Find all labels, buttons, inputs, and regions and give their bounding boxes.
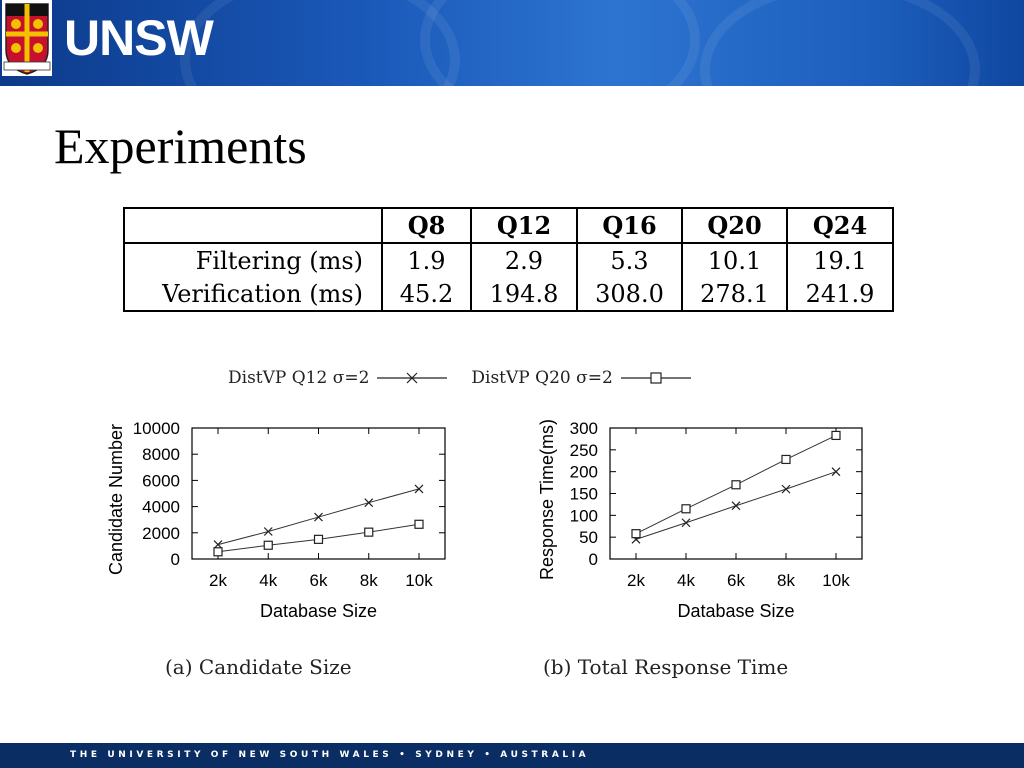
x-tick-label: 2k (209, 571, 227, 590)
header-decoration (420, 0, 700, 86)
footer-bar: THE UNIVERSITY OF NEW SOUTH WALES • SYDN… (0, 743, 1024, 768)
y-tick-label: 100 (570, 506, 598, 525)
y-tick-label: 200 (570, 463, 598, 482)
legend-cross-marker-icon (377, 372, 448, 384)
y-tick-label: 300 (570, 419, 598, 438)
x-tick-label: 8k (360, 571, 378, 590)
table-cell: 10.1 (681, 243, 788, 277)
table-header-cell: Q16 (576, 207, 683, 244)
table-header-cell: Q12 (470, 207, 578, 244)
table-cell: 194.8 (470, 277, 578, 312)
legend-label: DistVP Q12 σ=2 (228, 368, 370, 388)
data-point-cross (314, 512, 323, 522)
data-point-square (364, 527, 374, 537)
y-tick-label: 0 (589, 550, 598, 569)
data-point-square (831, 430, 841, 441)
y-axis-label: Candidate Number (106, 424, 126, 575)
y-tick-label: 50 (579, 528, 598, 547)
x-tick-label: 4k (677, 571, 695, 590)
table-header-cell: Q8 (381, 207, 472, 244)
footer-text: THE UNIVERSITY OF NEW SOUTH WALES • SYDN… (70, 750, 590, 760)
legend-square-marker-icon (620, 372, 691, 384)
chart-caption-a: (a) Candidate Size (165, 655, 352, 679)
table-header-cell: Q20 (681, 207, 788, 244)
table-header-cell: Q24 (786, 207, 894, 244)
legend-entry-q12: DistVP Q12 σ=2 (228, 368, 448, 388)
x-tick-label: 6k (310, 571, 328, 590)
x-tick-label: 6k (727, 571, 745, 590)
row-label: Verification (ms) (123, 277, 383, 312)
y-tick-label: 8000 (142, 445, 180, 464)
table-cell: 2.9 (470, 243, 578, 277)
data-point-cross (681, 518, 691, 528)
table-cell: 1.9 (381, 243, 472, 277)
results-table: Q8 Q12 Q16 Q20 Q24 Filtering (ms) 1.9 2.… (123, 207, 894, 312)
y-tick-label: 10000 (133, 419, 180, 438)
table-row: Verification (ms) 45.2 194.8 308.0 278.1… (123, 277, 894, 312)
chart-caption-b: (b) Total Response Time (543, 655, 789, 679)
header-banner: UNSW (0, 0, 1024, 86)
row-label: Filtering (ms) (123, 243, 383, 277)
table-cell: 45.2 (381, 277, 472, 312)
table-header-row: Q8 Q12 Q16 Q20 Q24 (123, 207, 894, 244)
data-point-square (631, 529, 641, 539)
x-axis-label: Database Size (260, 601, 377, 621)
x-tick-label: 8k (777, 571, 795, 590)
data-point-square (313, 534, 324, 544)
x-tick-label: 10k (822, 571, 850, 590)
x-tick-label: 4k (259, 571, 277, 590)
data-point-square (263, 540, 273, 550)
x-axis-label: Database Size (677, 601, 794, 621)
chart-legend: DistVP Q12 σ=2 DistVP Q20 σ=2 (228, 368, 715, 388)
data-point-square (414, 519, 424, 529)
data-point-cross (781, 484, 791, 494)
y-tick-label: 4000 (142, 498, 180, 517)
table-cell: 19.1 (786, 243, 894, 277)
y-tick-label: 250 (570, 441, 598, 460)
y-axis-label: Response Time(ms) (537, 419, 557, 580)
data-point-cross (731, 501, 741, 511)
data-point-cross (414, 484, 424, 494)
data-point-square (681, 504, 691, 514)
data-point-cross (831, 467, 841, 477)
unsw-wordmark: UNSW (64, 10, 214, 66)
table-header-cell (123, 207, 383, 244)
y-tick-label: 2000 (142, 524, 180, 543)
table-cell: 241.9 (786, 277, 894, 312)
table-row: Filtering (ms) 1.9 2.9 5.3 10.1 19.1 (123, 243, 894, 277)
table-cell: 278.1 (681, 277, 788, 312)
y-tick-label: 150 (570, 485, 598, 504)
x-tick-label: 10k (405, 571, 433, 590)
x-tick-label: 2k (627, 571, 645, 590)
data-point-cross (263, 527, 273, 536)
data-point-cross (364, 498, 374, 508)
y-tick-label: 0 (171, 550, 180, 569)
plot-frame (609, 427, 863, 560)
legend-entry-q20: DistVP Q20 σ=2 (471, 368, 691, 388)
data-point-square (781, 454, 791, 465)
table-cell: 308.0 (576, 277, 683, 312)
legend-label: DistVP Q20 σ=2 (471, 368, 613, 388)
table-cell: 5.3 (576, 243, 683, 277)
data-point-square (213, 547, 223, 557)
unsw-crest-logo (2, 0, 52, 76)
y-tick-label: 6000 (142, 471, 180, 490)
data-point-square (731, 480, 741, 490)
slide-title: Experiments (54, 118, 307, 174)
